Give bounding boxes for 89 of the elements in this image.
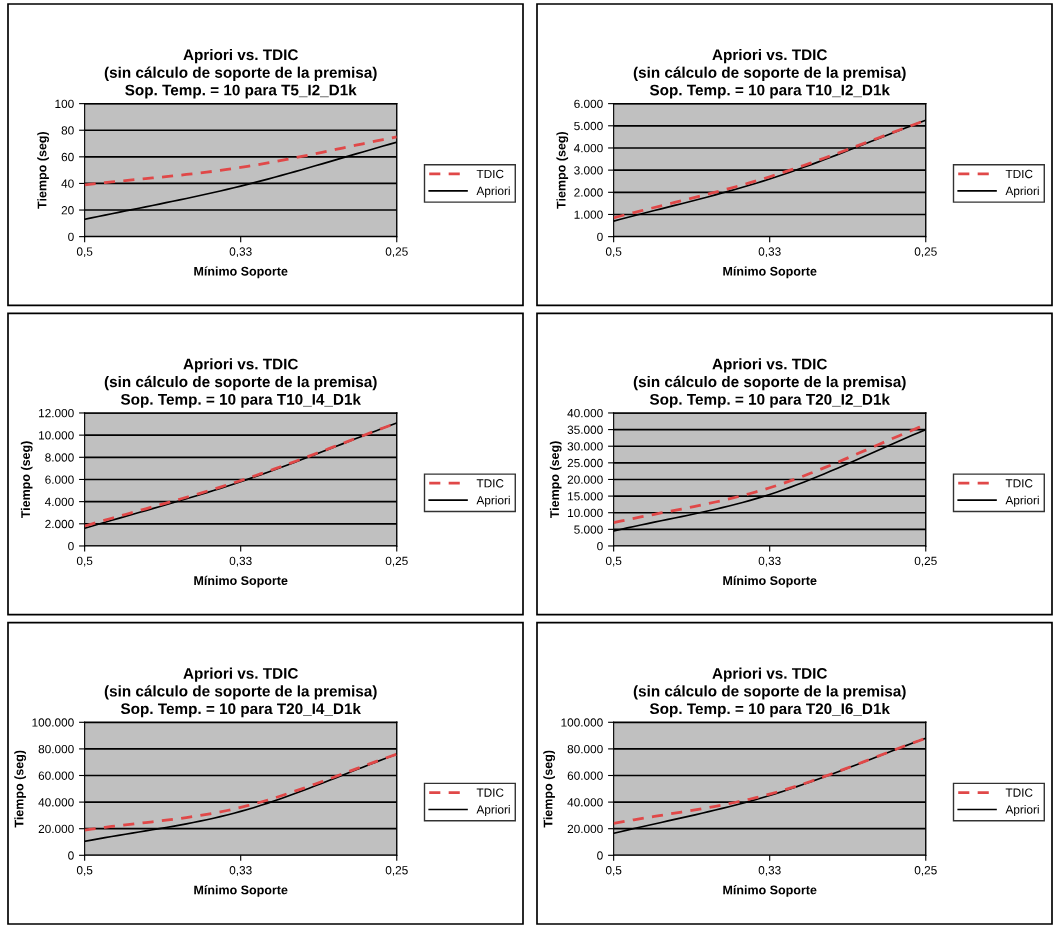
- y-tick-label: 10.000: [39, 431, 74, 440]
- x-tick-label: 0,5: [605, 866, 622, 876]
- legend-label: TDIC: [1005, 479, 1033, 488]
- y-tick-label: 6.000: [45, 475, 74, 484]
- legend-label: Apriori: [1005, 186, 1039, 198]
- x-tick-label: 0,33: [229, 556, 252, 567]
- y-tick-label: 12.000: [39, 408, 74, 418]
- y-tick-label: 40.000: [567, 408, 603, 418]
- chart-title: Apriori vs. TDIC (sin cálculo de soporte de la premisa) Sop. Temp. = 10 para T20_I4_D1k: [104, 667, 377, 718]
- y-tick-label: 20.000: [567, 824, 603, 834]
- legend-label: Apriori: [476, 495, 510, 507]
- x-axis-title: Mínimo Soporte: [723, 885, 817, 897]
- y-tick-label: 20: [61, 206, 74, 215]
- chart-title: Apriori vs. TDIC (sin cálculo de soporte de la premisa) Sop. Temp. = 10 para T10_I2_D1k: [633, 48, 906, 99]
- y-tick-label: 80: [61, 126, 74, 135]
- y-tick-label: 0: [68, 232, 74, 242]
- y-tick-label: 20.000: [38, 824, 74, 834]
- x-axis-title: Mínimo Soporte: [194, 885, 288, 897]
- y-tick-label: 40.000: [38, 798, 74, 807]
- x-tick-label: 0,33: [229, 866, 252, 876]
- y-tick-label: 60.000: [38, 771, 74, 780]
- y-tick-label: 0: [68, 851, 74, 860]
- y-tick-label: 30.000: [567, 442, 603, 451]
- x-tick-label: 0,33: [758, 247, 781, 258]
- y-tick-label: 6.000: [574, 99, 603, 109]
- legend-label: TDIC: [1005, 788, 1033, 797]
- y-tick-label: 0: [597, 232, 603, 242]
- x-tick-label: 0,33: [229, 247, 252, 258]
- chart-title: Apriori vs. TDIC (sin cálculo de soporte de la premisa) Sop. Temp. = 10 para T20_I6_D1k: [633, 667, 906, 718]
- x-tick-label: 0,33: [758, 866, 781, 876]
- legend-label: TDIC: [476, 479, 504, 488]
- x-tick-label: 0,25: [385, 247, 408, 258]
- y-tick-label: 80.000: [567, 744, 603, 754]
- y-axis-title: Tiempo (seg): [14, 750, 26, 828]
- y-tick-label: 25.000: [567, 458, 603, 468]
- legend-label: TDIC: [476, 788, 504, 797]
- legend-label: Apriori: [1005, 805, 1039, 817]
- y-tick-label: 100.000: [561, 718, 603, 727]
- legend-label: Apriori: [476, 186, 510, 198]
- legend-label: Apriori: [1005, 495, 1039, 507]
- y-tick-label: 5.000: [574, 525, 603, 534]
- x-axis-title: Mínimo Soporte: [723, 575, 817, 588]
- y-tick-label: 40.000: [567, 798, 603, 807]
- y-tick-label: 3.000: [574, 166, 603, 175]
- y-tick-label: 2.000: [574, 188, 603, 197]
- x-tick-label: 0,5: [605, 247, 622, 258]
- y-tick-label: 0: [597, 851, 603, 860]
- y-tick-label: 2.000: [45, 519, 74, 529]
- x-tick-label: 0,5: [76, 866, 93, 876]
- y-tick-label: 0: [597, 542, 603, 551]
- y-tick-label: 20.000: [567, 475, 603, 484]
- y-tick-label: 10.000: [568, 508, 603, 518]
- x-tick-label: 0,5: [76, 556, 93, 567]
- y-tick-label: 8.000: [45, 453, 74, 462]
- y-axis-title: Tiempo (seg): [20, 441, 33, 519]
- y-tick-label: 35.000: [567, 425, 603, 434]
- y-tick-label: 0: [68, 542, 74, 551]
- legend-label: TDIC: [1005, 169, 1033, 179]
- legend-label: TDIC: [476, 169, 504, 179]
- x-tick-label: 0,25: [914, 247, 937, 258]
- x-axis-title: Mínimo Soporte: [194, 575, 288, 588]
- y-tick-label: 4.000: [573, 144, 603, 153]
- x-axis-title: Mínimo Soporte: [194, 266, 288, 279]
- y-tick-label: 15.000: [568, 492, 603, 501]
- x-tick-label: 0,5: [76, 247, 93, 258]
- x-tick-label: 0,25: [385, 556, 408, 567]
- y-tick-label: 60.000: [567, 771, 603, 780]
- y-tick-label: 1.000: [574, 210, 603, 219]
- x-tick-label: 0,25: [914, 866, 937, 876]
- chart-title: Apriori vs. TDIC (sin cálculo de soporte de la premisa) Sop. Temp. = 10 para T10_I4_D1k: [104, 358, 377, 408]
- chart-title: Apriori vs. TDIC (sin cálculo de soporte de la premisa) Sop. Temp. = 10 para T20_I2_D1k: [633, 358, 906, 408]
- y-tick-label: 40: [61, 179, 74, 188]
- y-axis-title: Tiempo (seg): [543, 750, 555, 828]
- y-tick-label: 4.000: [44, 497, 74, 507]
- legend-label: Apriori: [476, 805, 510, 817]
- x-tick-label: 0,33: [758, 556, 781, 567]
- y-axis-title: Tiempo (seg): [37, 131, 49, 209]
- x-tick-label: 0,25: [914, 556, 937, 567]
- x-tick-label: 0,5: [605, 556, 622, 567]
- y-tick-label: 60: [61, 152, 74, 162]
- y-tick-label: 100.000: [32, 718, 74, 727]
- y-tick-label: 5.000: [574, 121, 603, 131]
- y-axis-title: Tiempo (seg): [549, 441, 562, 519]
- chart-title: Apriori vs. TDIC (sin cálculo de soporte de la premisa) Sop. Temp. = 10 para T5_I2_D1k: [104, 48, 377, 99]
- y-tick-label: 100: [55, 99, 74, 109]
- y-tick-label: 80.000: [38, 744, 74, 754]
- x-axis-title: Mínimo Soporte: [723, 266, 817, 279]
- y-axis-title: Tiempo (seg): [556, 131, 569, 209]
- x-tick-label: 0,25: [385, 866, 408, 876]
